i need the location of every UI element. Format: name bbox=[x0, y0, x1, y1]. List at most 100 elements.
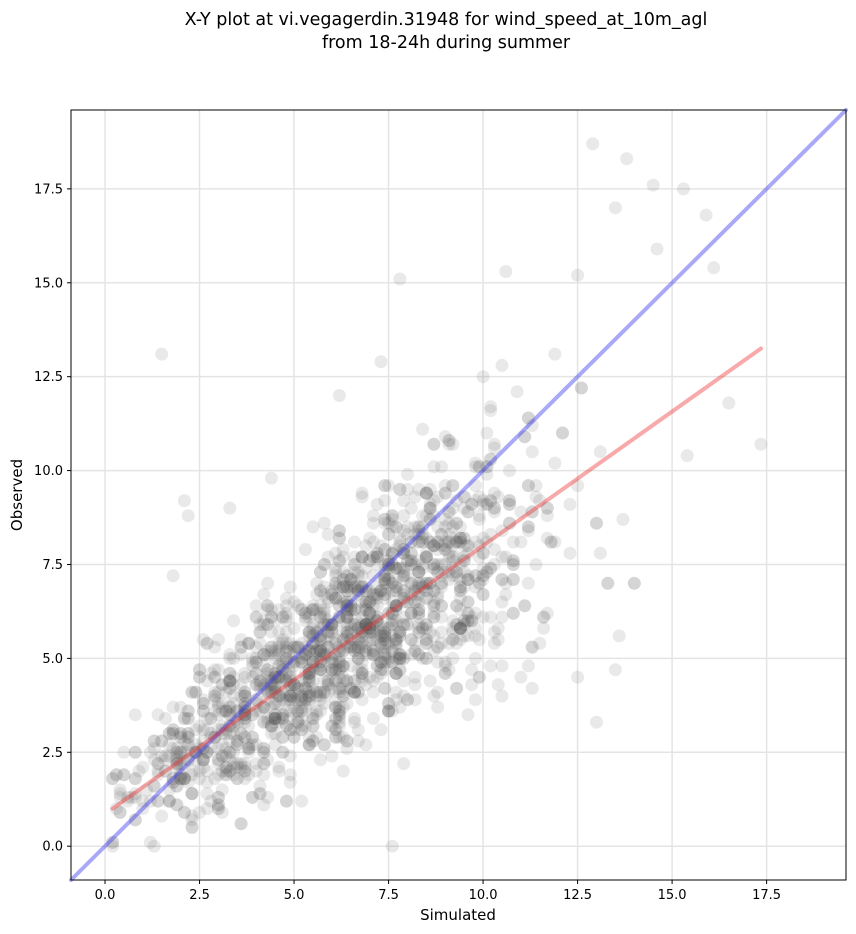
data-point bbox=[389, 666, 403, 680]
data-point bbox=[177, 757, 191, 771]
data-point bbox=[469, 606, 482, 620]
data-point bbox=[283, 666, 297, 680]
data-point bbox=[393, 663, 407, 677]
data-point bbox=[427, 595, 441, 609]
data-point bbox=[503, 497, 516, 511]
data-point bbox=[397, 573, 411, 586]
data-point bbox=[332, 681, 346, 695]
data-point bbox=[404, 576, 418, 590]
data-point bbox=[574, 381, 588, 395]
data-point bbox=[427, 561, 441, 575]
y-tick-label: 5.0 bbox=[42, 652, 63, 667]
data-point bbox=[325, 749, 339, 763]
data-point bbox=[627, 576, 641, 590]
data-point bbox=[389, 561, 403, 575]
data-point bbox=[450, 535, 464, 549]
data-point bbox=[453, 621, 467, 635]
data-point bbox=[181, 704, 195, 718]
data-point bbox=[321, 640, 335, 654]
data-point bbox=[295, 794, 309, 808]
data-point bbox=[401, 569, 414, 583]
data-point bbox=[506, 554, 520, 568]
data-point bbox=[646, 178, 660, 192]
data-point bbox=[389, 580, 403, 594]
data-point bbox=[382, 554, 396, 568]
chart-title: X-Y plot at vi.vegagerdin.31948 for wind… bbox=[185, 10, 708, 30]
data-point bbox=[317, 610, 331, 624]
data-point bbox=[215, 697, 229, 710]
data-point bbox=[306, 599, 320, 613]
data-point bbox=[298, 719, 312, 733]
data-point bbox=[306, 636, 320, 650]
data-point bbox=[412, 610, 426, 624]
data-point bbox=[472, 670, 486, 684]
data-point bbox=[321, 648, 335, 662]
data-point bbox=[427, 599, 441, 613]
data-point bbox=[446, 479, 460, 493]
data-point bbox=[189, 723, 203, 737]
data-point bbox=[208, 730, 222, 744]
data-point bbox=[200, 723, 214, 737]
data-point bbox=[321, 674, 335, 688]
data-point bbox=[374, 584, 388, 598]
data-point bbox=[348, 685, 361, 699]
data-point bbox=[453, 584, 467, 598]
data-point bbox=[242, 719, 256, 733]
data-point bbox=[181, 509, 195, 523]
data-point bbox=[306, 655, 320, 669]
data-point bbox=[329, 633, 343, 647]
data-point bbox=[374, 618, 388, 632]
data-point bbox=[401, 482, 414, 496]
data-point bbox=[340, 606, 354, 620]
data-point bbox=[272, 670, 286, 684]
data-point bbox=[344, 618, 358, 632]
data-point bbox=[336, 565, 350, 579]
data-point bbox=[476, 546, 490, 560]
data-point bbox=[461, 573, 475, 586]
data-point bbox=[298, 614, 312, 628]
data-point bbox=[476, 569, 490, 583]
data-point bbox=[348, 685, 361, 699]
data-point bbox=[253, 704, 267, 718]
data-point bbox=[537, 610, 551, 624]
data-point bbox=[397, 561, 411, 575]
data-point bbox=[242, 636, 256, 650]
data-point bbox=[461, 539, 475, 553]
data-point bbox=[521, 479, 535, 493]
data-point bbox=[317, 606, 331, 620]
data-point bbox=[332, 651, 346, 665]
data-point bbox=[385, 595, 399, 609]
data-point bbox=[298, 606, 312, 620]
data-point bbox=[355, 666, 369, 680]
data-point bbox=[525, 640, 539, 654]
data-point bbox=[280, 794, 293, 808]
data-point bbox=[431, 640, 445, 654]
data-point bbox=[389, 614, 403, 628]
data-point bbox=[374, 655, 388, 669]
data-point bbox=[306, 708, 320, 722]
data-point bbox=[385, 618, 399, 632]
data-point bbox=[295, 655, 309, 669]
data-point bbox=[193, 805, 206, 819]
data-point bbox=[291, 704, 305, 718]
data-point bbox=[268, 681, 282, 695]
data-point bbox=[593, 546, 607, 560]
data-point bbox=[321, 614, 335, 628]
data-point bbox=[193, 772, 206, 786]
data-point bbox=[612, 629, 626, 643]
data-point bbox=[453, 573, 467, 586]
data-point bbox=[344, 584, 358, 598]
data-point bbox=[287, 640, 301, 654]
data-point bbox=[503, 464, 516, 478]
data-point bbox=[238, 704, 252, 718]
data-point bbox=[521, 576, 535, 590]
data-point bbox=[363, 618, 377, 632]
data-point bbox=[196, 723, 210, 737]
data-point bbox=[385, 655, 399, 669]
data-point bbox=[332, 730, 346, 744]
data-point bbox=[234, 760, 248, 774]
data-point bbox=[453, 535, 467, 549]
data-point bbox=[306, 629, 320, 643]
data-point bbox=[336, 730, 350, 744]
